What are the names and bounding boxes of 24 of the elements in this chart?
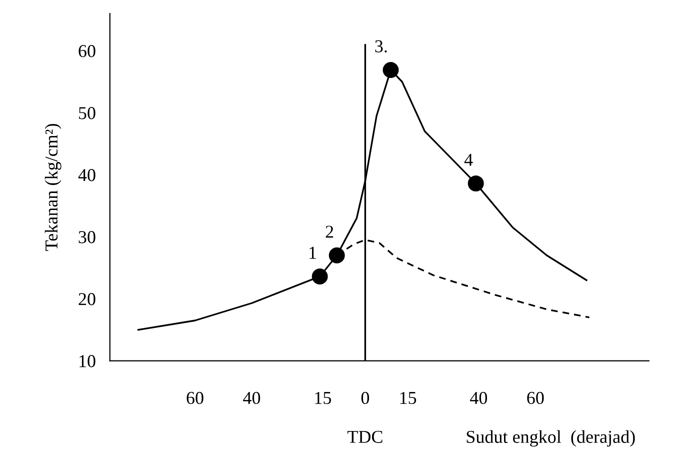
x-tick-label: 40 [243,392,260,404]
x-tick-label: 0 [361,392,370,404]
y-tick-label: 40 [78,169,96,182]
x-axis-title: Sudut engkol (derajad) [466,430,635,447]
annotation: 1 [310,246,316,259]
y-tick-label: 30 [78,231,96,244]
y-tick-label: 50 [79,107,96,120]
point [468,175,484,192]
x-tick-label: 60 [186,392,204,404]
point [312,268,328,284]
annotation: 2 [326,226,334,238]
point [382,62,399,78]
y-tick-label: 20 [78,293,96,306]
y-tick-label: 10 [80,355,96,368]
x-tick-label: 15 [315,392,331,404]
x-tick-label: 40 [470,392,488,404]
x-tick-label: 15 [400,392,416,404]
y-axis-title: Tekanan (kg/cm²) [44,124,62,251]
point [328,247,345,264]
x-tick-label: 60 [527,392,544,404]
annotation: 3. [375,40,387,52]
annotation: 4 [464,154,473,166]
ref-line-label: TDC [347,430,382,443]
y-tick-label: 60 [78,44,96,58]
